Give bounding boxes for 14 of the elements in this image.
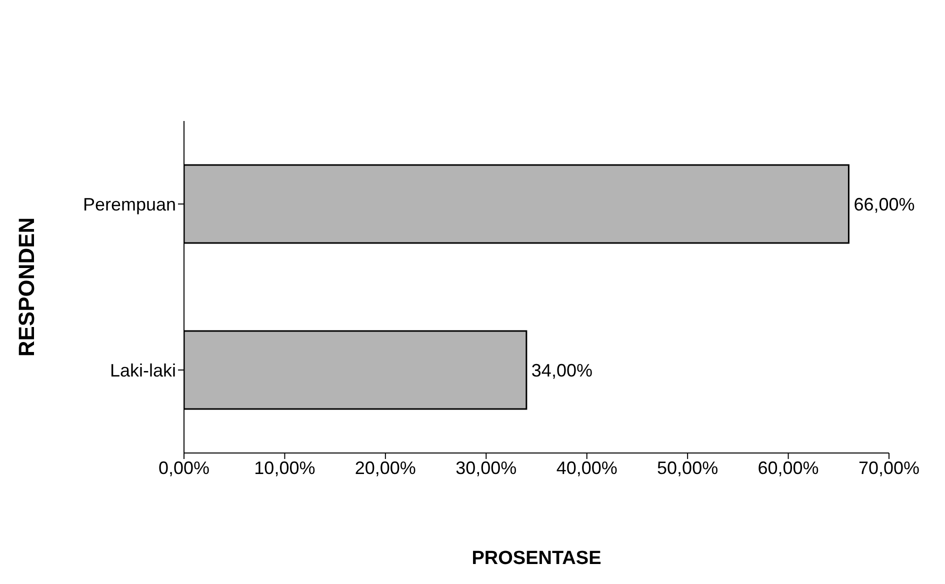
x-tick-label: 70,00% xyxy=(858,458,920,478)
x-tick-label: 10,00% xyxy=(254,458,316,478)
data-label: 34,00% xyxy=(531,360,592,380)
x-axis-title: PROSENTASE xyxy=(472,548,602,569)
y-tick-label: Perempuan xyxy=(82,194,176,214)
x-tick-label: 60,00% xyxy=(758,458,819,478)
x-tick-label: 30,00% xyxy=(456,458,517,478)
x-tick-label: 50,00% xyxy=(657,458,718,478)
x-tick-label: 0,00% xyxy=(158,458,210,478)
x-tick-label: 40,00% xyxy=(556,458,618,478)
x-tick-label: 20,00% xyxy=(354,458,416,478)
data-label: 66,00% xyxy=(854,194,915,214)
y-tick-label: Laki-laki xyxy=(110,360,176,380)
y-axis-title: RESPONDEN xyxy=(14,217,39,357)
